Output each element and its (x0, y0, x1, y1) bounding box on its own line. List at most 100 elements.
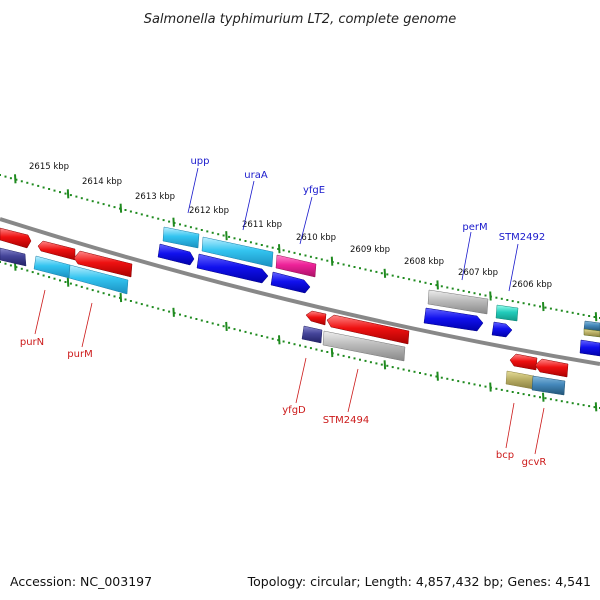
ruler-dot (48, 188, 51, 190)
ruler-dot (0, 261, 1, 263)
gene-feature-cyan[interactable] (68, 264, 129, 295)
gene-feature-cyan[interactable] (33, 255, 71, 279)
ruler-dot (582, 313, 585, 316)
ruler-dot (364, 359, 367, 362)
gene-label-perM[interactable]: perM (462, 222, 487, 233)
ruler-dot (304, 345, 307, 348)
ruler-dot (97, 290, 100, 293)
gene-feature-cyan[interactable] (201, 236, 274, 268)
gene-feature-cyan[interactable] (162, 226, 200, 249)
ruler-dot (53, 189, 56, 192)
ruler-dot (293, 343, 296, 346)
ruler-tick (383, 268, 387, 278)
gene-label-STM2494[interactable]: STM2494 (323, 415, 370, 426)
ruler-dot (15, 178, 18, 181)
gene-feature-olive[interactable] (505, 370, 535, 390)
gene-label-yfgE[interactable]: yfgE (303, 185, 325, 196)
ruler-dot (364, 268, 367, 271)
bottom-gene-labels: purN purM yfgD STM2494 bcp gcvR (20, 289, 547, 468)
gene-feature-blue[interactable] (579, 339, 600, 357)
ruler-dot (124, 298, 127, 301)
gene-feature-grey[interactable] (427, 289, 489, 315)
ruler-dot (457, 288, 460, 291)
ruler-dot (189, 226, 192, 229)
ruler-dot (271, 337, 274, 340)
ruler-dot (129, 300, 132, 302)
ruler-dot (593, 316, 596, 318)
ruler-dot (211, 231, 214, 234)
ruler-dot (233, 237, 236, 240)
ruler-dot (484, 294, 487, 297)
ruler-dot (282, 249, 285, 252)
ruler-tick (278, 244, 281, 254)
ruler-dot (571, 402, 574, 405)
ruler-dot (555, 399, 558, 402)
ruler-dot (342, 354, 345, 357)
scale-labels: 2615 kbp 2614 kbp 2613 kbp 2612 kbp 2611… (29, 162, 552, 290)
ruler-tick (278, 335, 281, 345)
ruler-dot (555, 308, 558, 311)
gene-feature-red[interactable] (326, 314, 410, 345)
gene-feature-steel[interactable] (531, 375, 566, 396)
gene-feature-red[interactable] (534, 358, 569, 378)
ruler-dot (239, 329, 241, 332)
ruler-tick (383, 360, 387, 370)
ruler-dot (473, 292, 476, 295)
ruler-dot (495, 387, 498, 390)
gene-label-gcvR[interactable]: gcvR (522, 457, 547, 468)
ruler-tick (225, 231, 228, 241)
gene-feature-red[interactable] (509, 353, 538, 371)
gene-feature-red[interactable] (305, 310, 327, 326)
ruler-dot (517, 392, 520, 394)
gene-feature-navy[interactable] (301, 325, 323, 344)
ruler-dot (140, 303, 143, 306)
gene-feature-blue[interactable] (423, 307, 484, 332)
scale-label: 2610 kbp (296, 233, 336, 243)
ruler-dot (20, 180, 23, 183)
gene-feature-teal[interactable] (495, 304, 519, 322)
gene-label-upp[interactable]: upp (190, 156, 209, 167)
ruler-dot (31, 271, 34, 274)
ruler-tick (225, 321, 228, 331)
gene-feature-red[interactable] (0, 227, 32, 249)
ruler-dot (124, 209, 127, 211)
ruler-dot (549, 307, 552, 310)
ruler-dot (446, 377, 449, 380)
ruler-dot (369, 361, 372, 364)
gene-label-purN[interactable]: purN (20, 337, 44, 348)
gene-feature-olive[interactable] (583, 328, 600, 338)
ruler-dot (353, 357, 356, 360)
gene-feature-navy[interactable] (0, 247, 27, 267)
ruler-dot (200, 319, 203, 322)
ruler-dot (69, 194, 72, 197)
gene-label-STM2492[interactable]: STM2492 (499, 232, 546, 243)
ruler-dot (539, 396, 541, 399)
gene-label-uraA[interactable]: uraA (244, 170, 268, 181)
ruler-dot (593, 406, 596, 409)
gene-label-bcp[interactable]: bcp (496, 450, 514, 461)
ruler-dot (500, 388, 503, 391)
gene-label-yfgD[interactable]: yfgD (282, 405, 306, 416)
ruler-dot (500, 297, 503, 300)
ruler-dot (435, 284, 438, 287)
ruler-dot (168, 220, 171, 223)
ruler-dot (326, 259, 329, 262)
ruler-dot (97, 201, 100, 204)
gene-feature-steel[interactable] (583, 320, 600, 332)
gene-feature-blue[interactable] (157, 243, 195, 266)
gene-feature-red[interactable] (73, 250, 133, 278)
ruler-dot (462, 381, 465, 384)
gene-feature-magenta[interactable] (275, 254, 317, 278)
map-title: Salmonella typhimurium LT2, complete gen… (144, 12, 457, 27)
ruler-dot (533, 304, 536, 307)
gene-feature-blue[interactable] (270, 271, 311, 294)
gene-feature-grey[interactable] (322, 330, 406, 362)
gene-feature-red[interactable] (37, 240, 76, 261)
gene-label-purM[interactable]: purM (67, 349, 92, 360)
gene-feature-blue[interactable] (196, 253, 269, 284)
ruler-dot (113, 206, 116, 209)
ruler-dot (528, 303, 531, 306)
gene-feature-blue[interactable] (491, 321, 513, 338)
ruler-dot (75, 195, 78, 198)
